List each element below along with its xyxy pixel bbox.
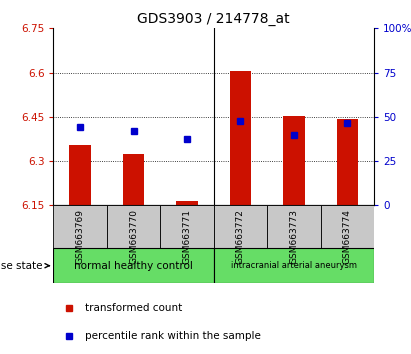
- Text: GSM663772: GSM663772: [236, 209, 245, 264]
- Bar: [267, 205, 321, 248]
- Title: GDS3903 / 214778_at: GDS3903 / 214778_at: [137, 12, 290, 26]
- Bar: [176, 201, 198, 205]
- Bar: [160, 205, 214, 248]
- Bar: [214, 248, 374, 283]
- Text: transformed count: transformed count: [85, 303, 183, 313]
- Bar: [53, 248, 214, 283]
- Bar: [283, 116, 305, 205]
- Bar: [107, 205, 160, 248]
- Text: GSM663769: GSM663769: [76, 209, 85, 264]
- Bar: [214, 205, 267, 248]
- Text: GSM663773: GSM663773: [289, 209, 298, 264]
- Text: GSM663774: GSM663774: [343, 209, 352, 264]
- Text: normal healthy control: normal healthy control: [74, 261, 193, 271]
- Text: disease state: disease state: [0, 261, 49, 271]
- Bar: [230, 71, 251, 205]
- Bar: [69, 145, 91, 205]
- Bar: [321, 205, 374, 248]
- Text: GSM663770: GSM663770: [129, 209, 138, 264]
- Text: percentile rank within the sample: percentile rank within the sample: [85, 331, 261, 341]
- Text: GSM663771: GSM663771: [182, 209, 192, 264]
- Text: intracranial arterial aneurysm: intracranial arterial aneurysm: [231, 261, 357, 270]
- Bar: [337, 119, 358, 205]
- Bar: [53, 205, 107, 248]
- Bar: [123, 154, 144, 205]
